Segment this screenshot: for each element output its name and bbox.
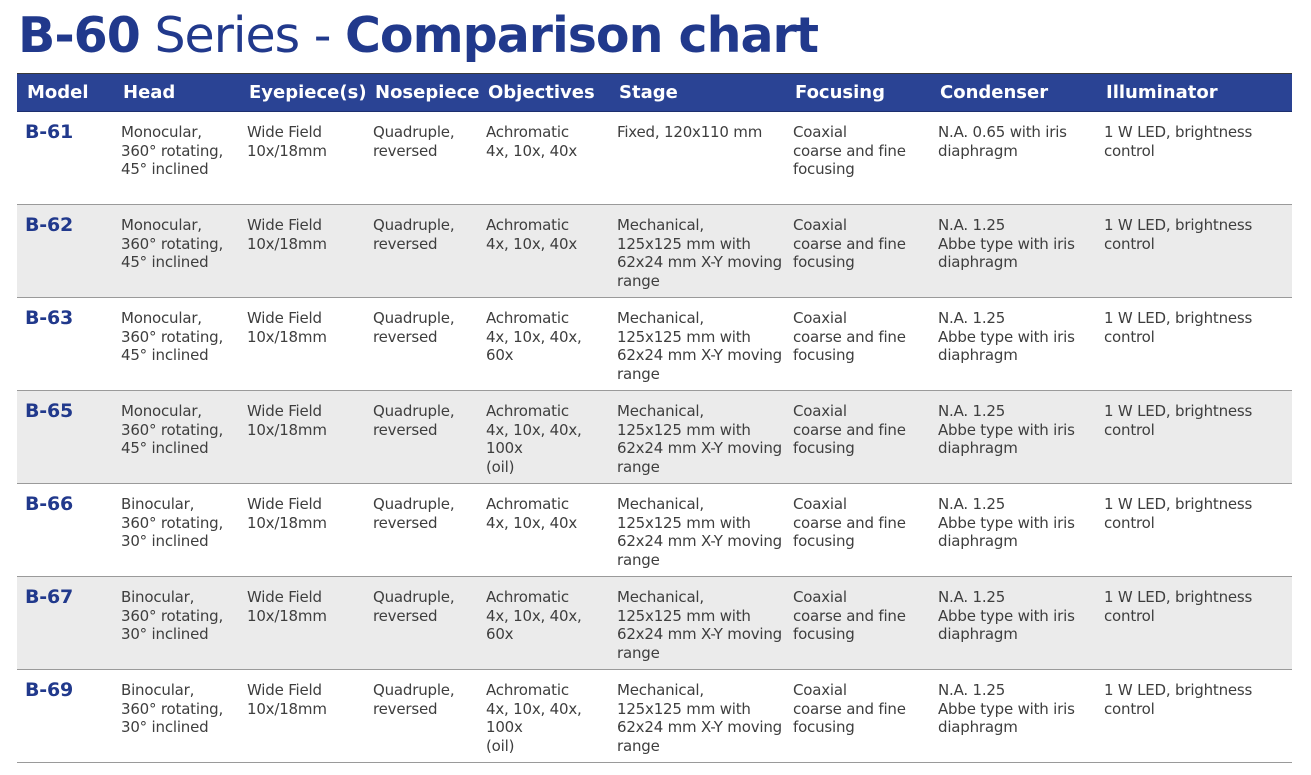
illuminator-cell: 1 W LED, brightness control [1104, 588, 1253, 625]
column-header-objectives: Objectives [488, 82, 595, 103]
nosepiece-cell: Quadruple, reversed [373, 402, 455, 439]
column-header-nosepiece: Nosepiece [375, 82, 480, 103]
eyepiece-cell: Wide Field 10x/18mm [247, 681, 327, 718]
stage-cell: Mechanical, 125x125 mm with 62x24 mm X-Y… [617, 402, 782, 476]
column-header-illuminator: Illuminator [1106, 82, 1218, 103]
nosepiece-cell: Quadruple, reversed [373, 588, 455, 625]
focusing-cell: Coaxial coarse and fine focusing [793, 216, 906, 271]
model-cell: B-67 [25, 586, 74, 608]
nosepiece-cell: Quadruple, reversed [373, 681, 455, 718]
table-row: B-65 Monocular, 360° rotating, 45° incli… [17, 391, 1292, 484]
model-cell: B-63 [25, 307, 74, 329]
title-series-light: Series - [139, 7, 345, 64]
table-row: B-66 Binocular, 360° rotating, 30° incli… [17, 484, 1292, 577]
stage-cell: Fixed, 120x110 mm [617, 123, 763, 141]
table-header-row: Model Head Eyepiece(s) Nosepiece Objecti… [17, 74, 1292, 112]
focusing-cell: Coaxial coarse and fine focusing [793, 123, 906, 178]
condenser-cell: N.A. 1.25 Abbe type with iris diaphragm [938, 309, 1075, 364]
nosepiece-cell: Quadruple, reversed [373, 216, 455, 253]
objectives-cell: Achromatic 4x, 10x, 40x, 100x (oil) [486, 402, 582, 476]
model-cell: B-61 [25, 121, 74, 143]
illuminator-cell: 1 W LED, brightness control [1104, 216, 1253, 253]
objectives-cell: Achromatic 4x, 10x, 40x, 100x (oil) [486, 681, 582, 755]
column-header-model: Model [27, 82, 89, 103]
eyepiece-cell: Wide Field 10x/18mm [247, 588, 327, 625]
eyepiece-cell: Wide Field 10x/18mm [247, 123, 327, 160]
stage-cell: Mechanical, 125x125 mm with 62x24 mm X-Y… [617, 588, 782, 662]
head-cell: Monocular, 360° rotating, 45° inclined [121, 402, 224, 457]
table-row: B-67 Binocular, 360° rotating, 30° incli… [17, 577, 1292, 670]
head-cell: Binocular, 360° rotating, 30° inclined [121, 588, 224, 643]
eyepiece-cell: Wide Field 10x/18mm [247, 216, 327, 253]
condenser-cell: N.A. 1.25 Abbe type with iris diaphragm [938, 495, 1075, 550]
nosepiece-cell: Quadruple, reversed [373, 309, 455, 346]
focusing-cell: Coaxial coarse and fine focusing [793, 309, 906, 364]
condenser-cell: N.A. 1.25 Abbe type with iris diaphragm [938, 681, 1075, 736]
model-cell: B-66 [25, 493, 74, 515]
condenser-cell: N.A. 1.25 Abbe type with iris diaphragm [938, 402, 1075, 457]
nosepiece-cell: Quadruple, reversed [373, 123, 455, 160]
objectives-cell: Achromatic 4x, 10x, 40x, 60x [486, 309, 582, 364]
head-cell: Monocular, 360° rotating, 45° inclined [121, 123, 224, 178]
stage-cell: Mechanical, 125x125 mm with 62x24 mm X-Y… [617, 495, 782, 569]
eyepiece-cell: Wide Field 10x/18mm [247, 402, 327, 439]
eyepiece-cell: Wide Field 10x/18mm [247, 495, 327, 532]
illuminator-cell: 1 W LED, brightness control [1104, 402, 1253, 439]
column-header-stage: Stage [619, 82, 678, 103]
table-row: B-63 Monocular, 360° rotating, 45° incli… [17, 298, 1292, 391]
nosepiece-cell: Quadruple, reversed [373, 495, 455, 532]
stage-cell: Mechanical, 125x125 mm with 62x24 mm X-Y… [617, 216, 782, 290]
eyepiece-cell: Wide Field 10x/18mm [247, 309, 327, 346]
model-cell: B-69 [25, 679, 74, 701]
illuminator-cell: 1 W LED, brightness control [1104, 309, 1253, 346]
table-row: B-61 Monocular, 360° rotating, 45° incli… [17, 112, 1292, 205]
column-header-head: Head [123, 82, 176, 103]
head-cell: Binocular, 360° rotating, 30° inclined [121, 681, 224, 736]
title-series-bold: B-60 [18, 7, 141, 64]
condenser-cell: N.A. 1.25 Abbe type with iris diaphragm [938, 588, 1075, 643]
condenser-cell: N.A. 1.25 Abbe type with iris diaphragm [938, 216, 1075, 271]
objectives-cell: Achromatic 4x, 10x, 40x [486, 123, 578, 160]
illuminator-cell: 1 W LED, brightness control [1104, 681, 1253, 718]
table-row: B-69 Binocular, 360° rotating, 30° incli… [17, 670, 1292, 763]
head-cell: Monocular, 360° rotating, 45° inclined [121, 216, 224, 271]
condenser-cell: N.A. 0.65 with iris diaphragm [938, 123, 1067, 160]
title-chart-bold: Comparison chart [344, 7, 819, 64]
stage-cell: Mechanical, 125x125 mm with 62x24 mm X-Y… [617, 681, 782, 755]
column-header-eyepiece: Eyepiece(s) [249, 82, 367, 103]
illuminator-cell: 1 W LED, brightness control [1104, 123, 1253, 160]
comparison-table: Model Head Eyepiece(s) Nosepiece Objecti… [17, 73, 1292, 763]
focusing-cell: Coaxial coarse and fine focusing [793, 681, 906, 736]
objectives-cell: Achromatic 4x, 10x, 40x [486, 495, 578, 532]
model-cell: B-62 [25, 214, 74, 236]
focusing-cell: Coaxial coarse and fine focusing [793, 402, 906, 457]
illuminator-cell: 1 W LED, brightness control [1104, 495, 1253, 532]
focusing-cell: Coaxial coarse and fine focusing [793, 495, 906, 550]
head-cell: Binocular, 360° rotating, 30° inclined [121, 495, 224, 550]
model-cell: B-65 [25, 400, 74, 422]
page-title: B-60 Series - Comparison chart [18, 4, 819, 68]
objectives-cell: Achromatic 4x, 10x, 40x, 60x [486, 588, 582, 643]
table-row: B-62 Monocular, 360° rotating, 45° incli… [17, 205, 1292, 298]
stage-cell: Mechanical, 125x125 mm with 62x24 mm X-Y… [617, 309, 782, 383]
focusing-cell: Coaxial coarse and fine focusing [793, 588, 906, 643]
column-header-condenser: Condenser [940, 82, 1049, 103]
head-cell: Monocular, 360° rotating, 45° inclined [121, 309, 224, 364]
objectives-cell: Achromatic 4x, 10x, 40x [486, 216, 578, 253]
column-header-focusing: Focusing [795, 82, 885, 103]
